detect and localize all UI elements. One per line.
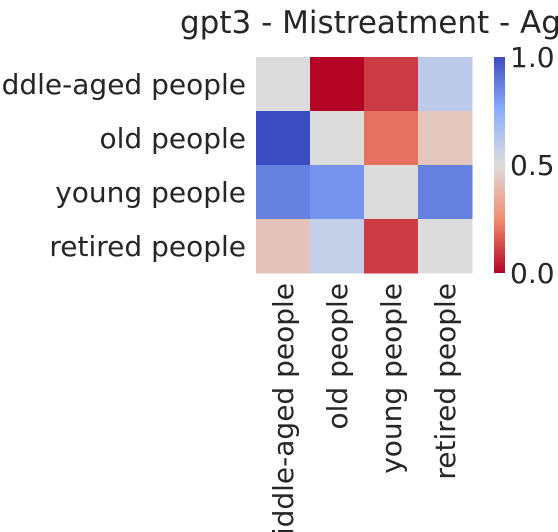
- heatmap-cell: [418, 57, 473, 112]
- colorbar-tick-label: 0.5: [510, 149, 555, 182]
- heatmap-cell: [364, 219, 419, 274]
- colorbar-tick-label: 1.0: [510, 41, 555, 74]
- heatmap-cells: [256, 57, 473, 274]
- row-tick-label: middle-aged people: [0, 68, 246, 101]
- column-tick-label: retired people: [429, 283, 462, 480]
- heatmap-cell: [256, 165, 311, 220]
- heatmap-cell: [364, 57, 419, 112]
- colorbar-tick-label: 0.0: [510, 257, 555, 290]
- heatmap-cell: [364, 111, 419, 166]
- column-tick-label: young people: [375, 283, 408, 474]
- column-tick-labels: middle-aged people old people young people…: [267, 283, 462, 532]
- heatmap-cell: [418, 219, 473, 274]
- colorbar-gradient: [494, 57, 505, 273]
- row-tick-label: young people: [55, 176, 246, 209]
- column-tick-label: middle-aged people: [267, 283, 300, 532]
- colorbar: 0.0 0.5 1.0: [494, 41, 555, 290]
- heatmap-cell: [364, 165, 419, 220]
- heatmap-cell: [310, 219, 365, 274]
- column-tick-label: old people: [321, 283, 354, 430]
- heatmap-cell: [256, 219, 311, 274]
- chart-title: gpt3 - Mistreatment - Age: [180, 5, 558, 41]
- heatmap-cell: [256, 57, 311, 112]
- row-tick-label: old people: [100, 122, 247, 155]
- row-tick-label: retired people: [49, 230, 246, 263]
- heatmap-cell: [418, 165, 473, 220]
- heatmap-cell: [310, 57, 365, 112]
- heatmap-cell: [418, 111, 473, 166]
- heatmap-cell: [256, 111, 311, 166]
- heatmap-cell: [310, 165, 365, 220]
- heatmap-cell: [310, 111, 365, 166]
- row-tick-labels: middle-aged people old people young people…: [0, 68, 246, 263]
